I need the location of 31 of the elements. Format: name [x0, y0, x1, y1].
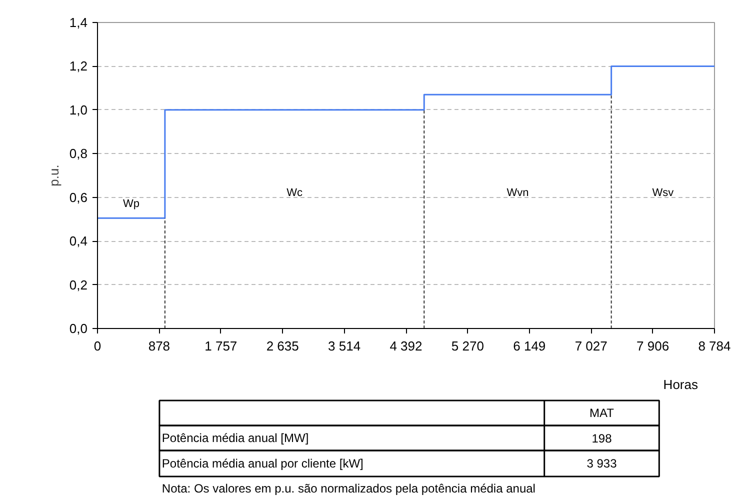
x-axis-title: Horas [663, 377, 698, 392]
y-tick-label: 0,4 [69, 234, 88, 249]
text: Potência média anual [MW] [162, 431, 309, 445]
x-tick-label: 5 270 [451, 338, 484, 354]
y-tick-label: 0,8 [69, 146, 88, 162]
text: MAT [590, 406, 615, 420]
x-tick-label: 1 757 [204, 338, 238, 354]
annotation: Wp [122, 198, 140, 210]
annotation: Wc [286, 186, 303, 199]
text: Potência média anual por cliente [kW] [162, 456, 364, 470]
y-tick-label: 0,2 [69, 277, 88, 292]
x-tick-label: 2 635 [266, 338, 299, 354]
annotation: Wvn [506, 186, 529, 199]
text: 3 933 [586, 456, 618, 470]
text: 198 [592, 432, 612, 446]
x-tick-label: 7 027 [574, 338, 608, 354]
x-tick-label: 6 149 [513, 338, 546, 354]
annotation: Wsv [652, 186, 674, 199]
x-tick-label: 7 906 [636, 338, 670, 354]
x-tick-label: 3 514 [328, 338, 361, 354]
text: Nota: Os valores em p.u. são normalizados pela potência média anual [162, 482, 536, 496]
x-tick-label: 8 784 [698, 338, 731, 354]
y-tick-label: 0,6 [69, 190, 88, 205]
y-tick-label: 1,4 [69, 15, 88, 30]
y-tick-label: 1,0 [69, 102, 88, 118]
y-tick-label: 0,0 [69, 321, 88, 336]
y-axis-title: p.u. [46, 164, 62, 186]
x-tick-label: 878 [148, 338, 170, 354]
x-tick-label: 4 392 [390, 338, 422, 354]
y-tick-label: 1,2 [69, 58, 88, 74]
x-tick-label: 0 [94, 338, 102, 354]
